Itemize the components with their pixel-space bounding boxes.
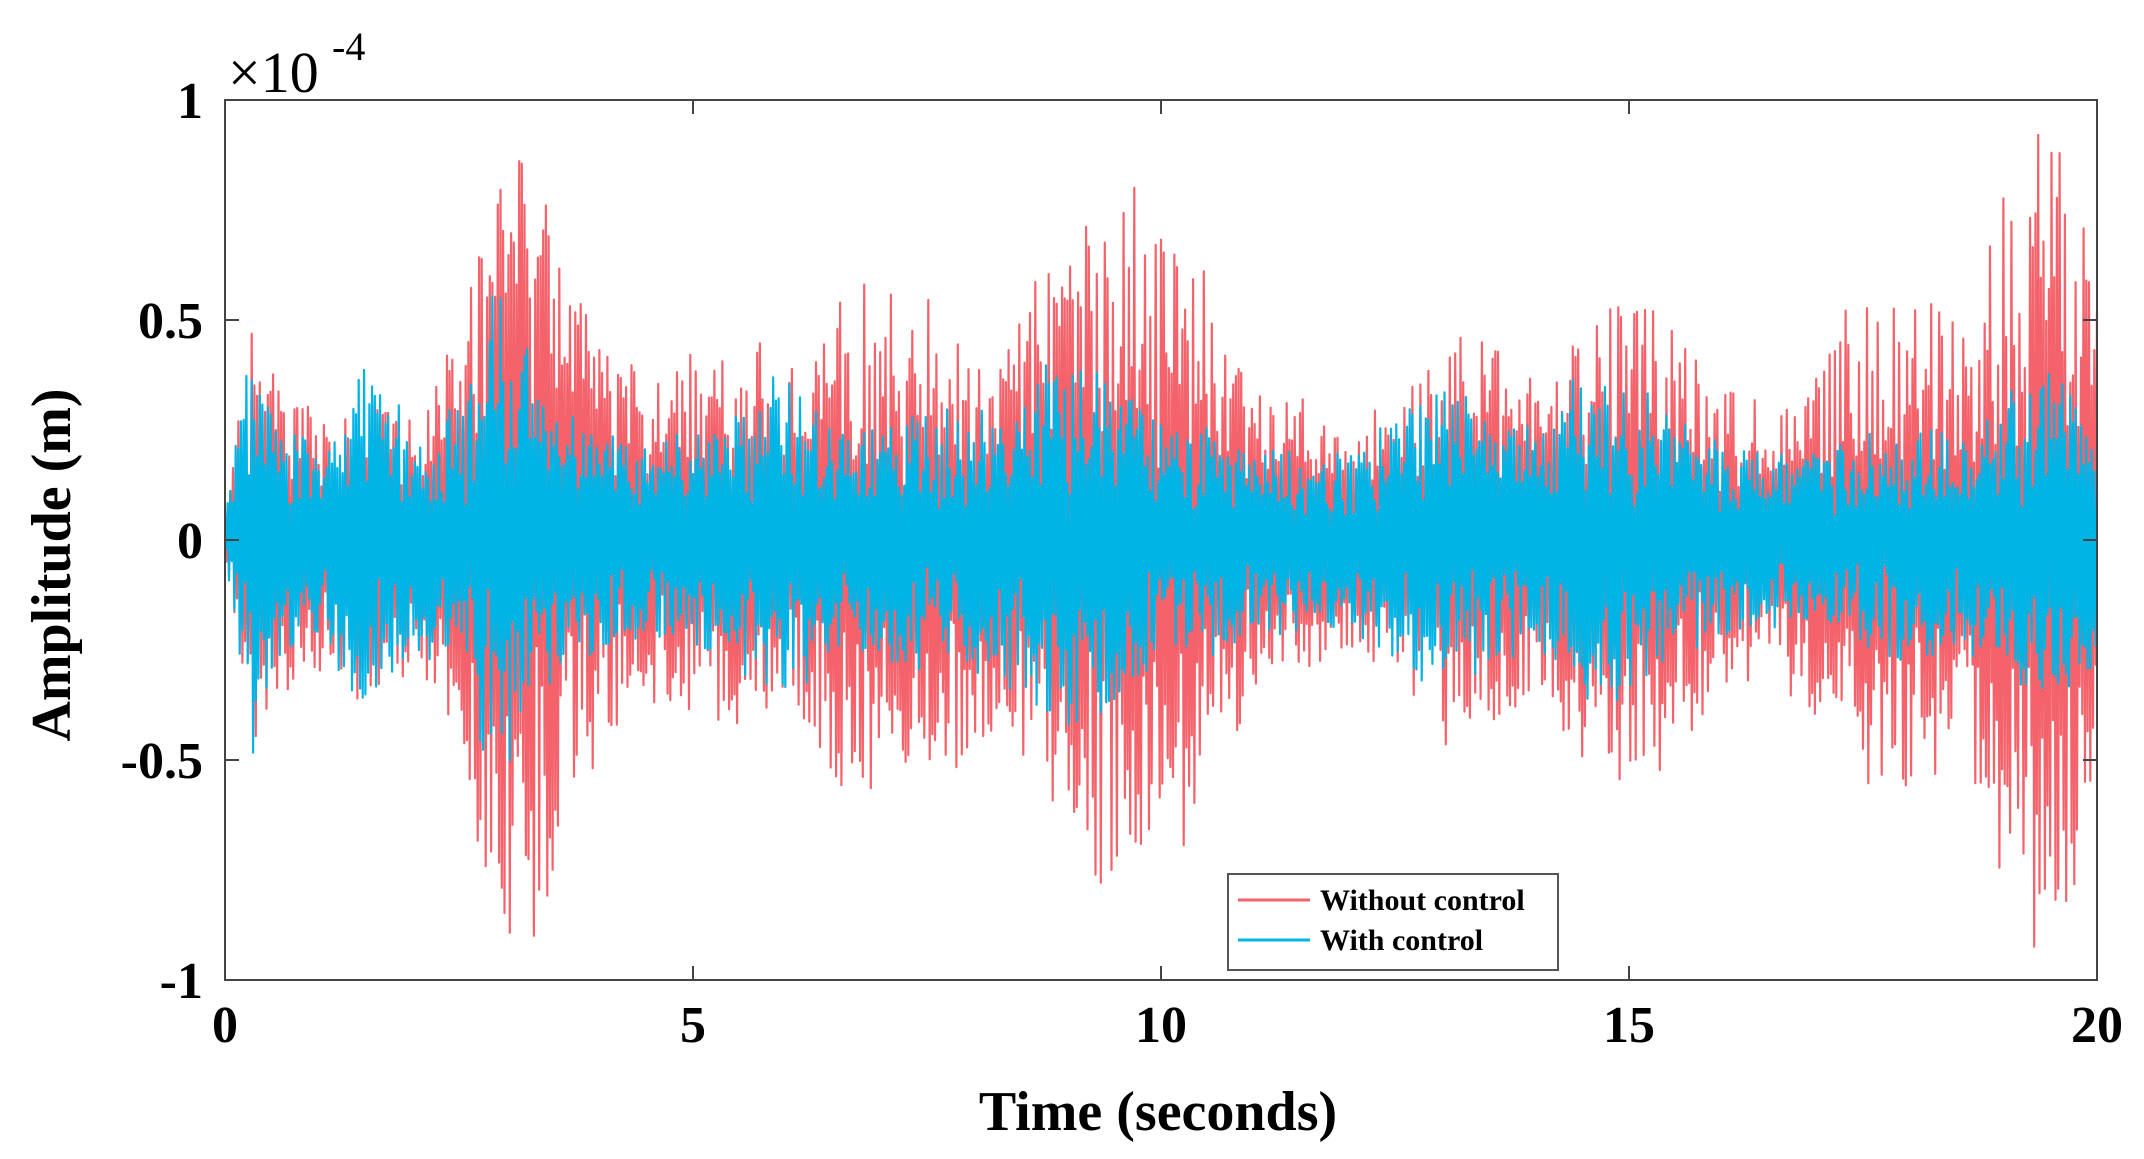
x-tick-label: 10 [1135,997,1187,1054]
y-tick-label: 0.5 [138,293,203,350]
y-tick-label: -0.5 [121,733,203,790]
series-layer [223,133,2099,948]
legend: Without control With control [1227,873,1559,971]
legend-box [1227,873,1559,971]
legend-label-without-control: Without control [1320,884,1525,917]
x-tick-label: 5 [680,997,706,1054]
y-tick-label: -1 [160,953,203,1010]
y-scale-exponent-base: ×10 [228,40,319,105]
x-tick-label: 0 [212,997,238,1054]
y-tick-label: 0 [177,513,203,570]
x-tick-label: 20 [2071,997,2123,1054]
y-tick-label: 1 [177,73,203,130]
x-axis-title: Time (seconds) [979,1081,1337,1143]
tick-layer: 0 5 10 15 20 -1 -0.5 0 0.5 1 [121,73,2123,1054]
y-axis-title: Amplitude (m) [21,388,83,741]
x-tick-label: 15 [1603,997,1655,1054]
series-line-with-control [223,295,2099,762]
legend-label-with-control: With control [1320,924,1483,957]
y-scale-exponent-power: -4 [332,24,365,69]
